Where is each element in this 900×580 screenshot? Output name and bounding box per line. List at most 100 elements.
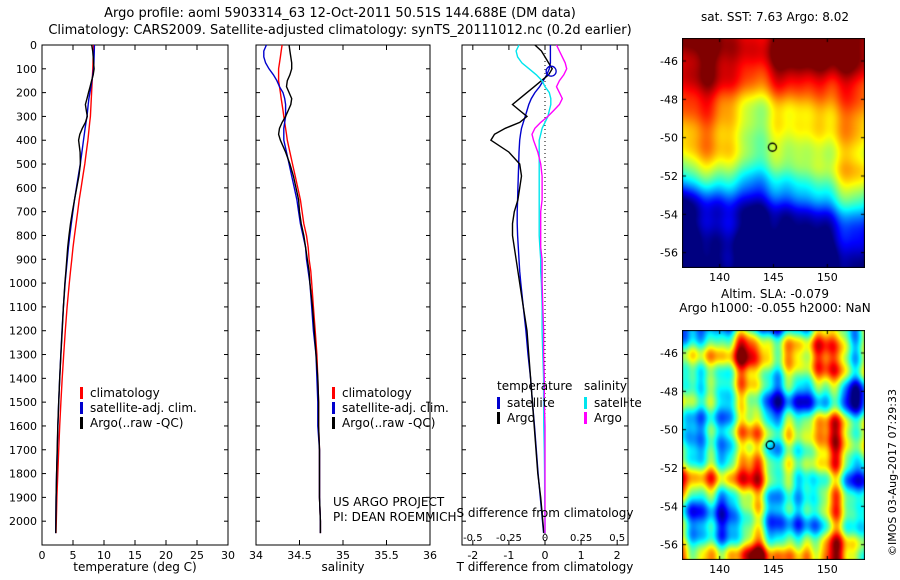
sst-map-title: sat. SST: 7.63 Argo: 8.02 [700,10,850,24]
depth-tick-label: 1900 [9,491,37,504]
map-lat-tick-label: -50 [660,132,678,145]
map-lat-tick-label: -48 [660,93,678,106]
difference-line-argo [531,44,568,534]
climatology-line-swatch [332,386,335,399]
map-lon-tick-label: 140 [709,563,730,576]
legend-label: Argo(..raw -QC) [90,415,184,430]
depth-tick-label: 500 [16,158,37,171]
legend-item-argo: Argo(..raw -QC) [80,415,197,430]
difference-line-satellite [515,44,552,534]
depth-tick-label: 400 [16,134,37,147]
depth-tick-label: 1500 [9,396,37,409]
s-tick-label: -0.25 [496,533,522,544]
argo-line-swatch [80,416,83,429]
sla-map-title-line1: Altim. SLA: -0.079 [720,287,830,301]
salinity-axes-box [255,44,431,546]
s-tick-label: 0.5 [609,533,625,544]
legend-item-satellite-tdiff: satellite [497,395,572,410]
legend-item-argo: Argo(..raw -QC) [332,415,449,430]
legend-item-argo-tdiff: Argo [497,410,572,425]
project-line1: US ARGO PROJECT [333,495,445,509]
legend-label: satellite [507,395,555,410]
salinity-line-argo---raw--qc- [277,44,322,534]
climatology-line-swatch [80,386,83,399]
satellite-tdiff-swatch [497,396,500,409]
salinity-panel-legend: climatology satellite-adj. clim. Argo(..… [332,385,449,430]
legend-label: climatology [342,385,412,400]
map-lat-tick-label: -46 [660,347,678,360]
sla-map-title-line2: Argo h1000: -0.055 h2000: NaN [679,301,871,315]
temperature-axes-box [41,44,229,546]
map-lat-tick-label: -46 [660,55,678,68]
argo-sdiff-swatch [584,411,587,424]
depth-tick-label: 1800 [9,468,37,481]
project-credit: US ARGO PROJECT PI: DEAN ROEMMICH [333,495,456,525]
depth-tick-label: 1300 [9,349,37,362]
depth-tick-label: 1200 [9,325,37,338]
s-tick-label: 0.25 [570,533,592,544]
argo-line-swatch [332,416,335,429]
depth-tick-label: 1100 [9,301,37,314]
legend-item-satellite-clim: satellite-adj. clim. [332,400,449,415]
map-lat-tick-label: -54 [660,208,678,221]
map-lat-tick-label: -52 [660,462,678,475]
legend-item-climatology: climatology [332,385,449,400]
map-lon-tick-label: 145 [763,563,784,576]
map-lon-tick-label: 150 [817,271,838,284]
salinity-line-climatology [277,44,322,534]
figure-header: Argo profile: aoml 5903314_63 12-Oct-201… [15,5,665,39]
project-line2: PI: DEAN ROEMMICH [333,510,457,524]
depth-tick-label: 200 [16,87,37,100]
satellite-sdiff-swatch [584,396,587,409]
map-lat-tick-label: -52 [660,170,678,183]
temperature-line-satellite-adj--clim- [55,44,96,534]
legend-label: satellite [594,395,642,410]
t-difference-axis-label: T difference from climatology [456,560,634,574]
legend-label: climatology [90,385,160,400]
satellite-clim-line-swatch [332,401,335,414]
depth-tick-label: 800 [16,229,37,242]
s-tick-label: 0 [542,533,548,544]
legend-label: Argo(..raw -QC) [342,415,436,430]
depth-tick-label: 700 [16,206,37,219]
figure-title: Argo profile: aoml 5903314_63 12-Oct-201… [104,6,576,21]
map-lat-tick-label: -54 [660,500,678,513]
legend-label: satellite-adj. clim. [90,400,197,415]
temperature-panel-legend: climatology satellite-adj. clim. Argo(..… [80,385,197,430]
imos-watermark: ©IMOS 03-Aug-2017 07:29:33 [886,389,899,556]
figure-subtitle: Climatology: CARS2009. Satellite-adjuste… [48,23,632,38]
s-difference-axis-label: S difference from climatology [456,506,634,520]
temperature-line-argo---raw--qc- [55,44,95,534]
salinity-axis-label: salinity [321,560,365,574]
difference-legend-temperature: temperature satellite Argo [497,379,572,425]
depth-tick-label: 1700 [9,444,37,457]
legend-label: satellite-adj. clim. [342,400,449,415]
difference-axes-box [461,44,629,546]
sst-map-canvas [682,38,865,268]
legend-header-temperature: temperature [497,379,573,393]
legend-label: Argo [594,410,622,425]
legend-header-salinity: salinity [584,379,628,393]
argo-tdiff-swatch [497,411,500,424]
depth-tick-label: 600 [16,182,37,195]
depth-tick-label: 1600 [9,420,37,433]
depth-tick-label: 0 [30,39,37,52]
map-lon-tick-label: 150 [817,563,838,576]
difference-line-argo [489,44,554,534]
satellite-clim-line-swatch [80,401,83,414]
difference-line-satellite [516,45,552,534]
map-lat-tick-label: -56 [660,539,678,552]
depth-tick-label: 1000 [9,277,37,290]
temperature-line-climatology [55,44,95,534]
salinity-line-satellite-adj--clim- [263,44,322,534]
legend-item-climatology: climatology [80,385,197,400]
map-lat-tick-label: -48 [660,385,678,398]
map-lon-tick-label: 145 [763,271,784,284]
depth-tick-label: 1400 [9,372,37,385]
depth-tick-label: 2000 [9,515,37,528]
temperature-axis-label: temperature (deg C) [73,560,197,574]
map-lat-tick-label: -50 [660,424,678,437]
depth-tick-label: 900 [16,253,37,266]
legend-item-satellite-sdiff: satellite [584,395,642,410]
